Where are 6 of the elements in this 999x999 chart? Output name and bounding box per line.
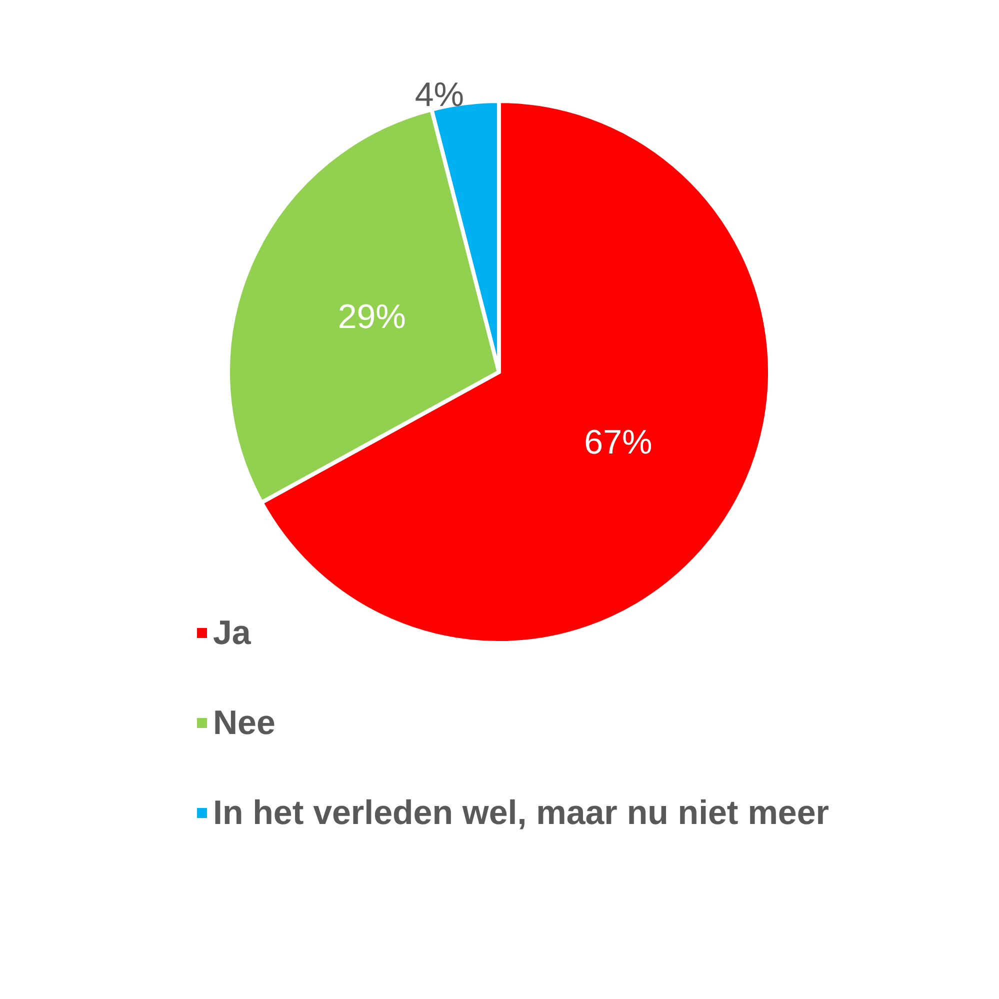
data-label: 67% <box>584 424 652 462</box>
data-label: 4% <box>414 76 464 114</box>
legend-label: Nee <box>213 704 276 742</box>
legend-label: Ja <box>213 614 252 652</box>
legend-label: In het verleden wel, maar nu niet meer <box>213 794 829 832</box>
data-label: 29% <box>338 298 406 336</box>
